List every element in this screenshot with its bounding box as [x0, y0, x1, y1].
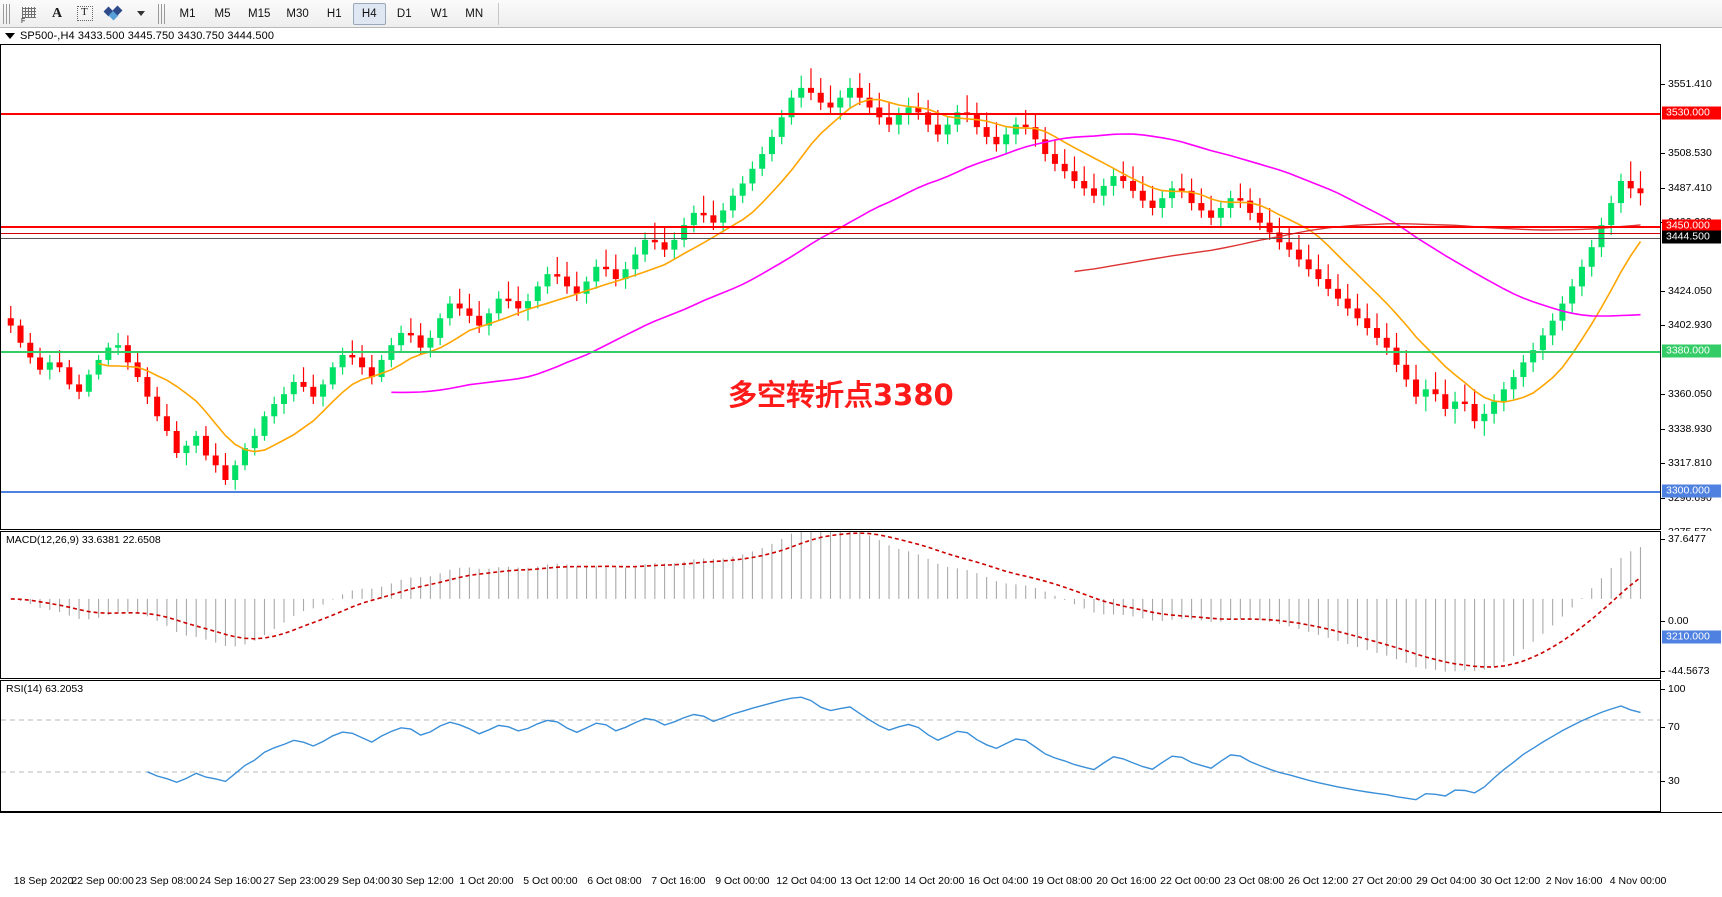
macd-indicator-pane[interactable]: MACD(12,26,9) 33.6381 22.6508	[0, 531, 1661, 679]
rsi-tick: 100	[1661, 683, 1686, 695]
level-line-3450-000[interactable]	[1, 226, 1660, 228]
macd-plot-layer	[10, 532, 1642, 672]
rsi-label: RSI(14) 63.2053	[6, 683, 84, 695]
collapse-caret-icon[interactable]	[5, 33, 15, 39]
toolbar-grip[interactable]	[3, 3, 12, 24]
timeframe-group-grip[interactable]	[158, 3, 167, 24]
moving-average-line	[98, 98, 1642, 453]
price-level-tag[interactable]: 3444.500	[1662, 230, 1721, 244]
time-axis-label: 4 Nov 00:00	[1609, 875, 1667, 887]
price-tick: 3317.810	[1661, 457, 1712, 469]
macd-axis: 37.6477 0.00 -44.5673	[1661, 531, 1722, 679]
macd-signal-line	[10, 532, 1641, 668]
level-line-3380-000[interactable]	[1, 351, 1660, 353]
timeframe-h1[interactable]: H1	[326, 7, 342, 20]
time-axis-label: 22 Sep 00:00	[71, 875, 134, 887]
time-axis-label: 26 Oct 12:00	[1288, 875, 1349, 887]
moving-average-line	[1074, 222, 1641, 273]
price-chart-pane[interactable]: 多空转折点3380	[0, 44, 1661, 530]
rsi-axis: 100 70 30	[1661, 680, 1722, 812]
text-box-icon[interactable]	[72, 2, 98, 26]
timeframe-m15[interactable]: M15	[248, 7, 271, 20]
time-axis-label: 29 Sep 04:00	[327, 875, 390, 887]
chart-annotation-label: 多空转折点3380	[728, 378, 954, 412]
time-axis-label: 29 Oct 04:00	[1416, 875, 1477, 887]
price-tick: 3424.050	[1661, 285, 1712, 297]
moving-average-line	[391, 133, 1641, 394]
price-level-tag[interactable]: 3450.000	[1662, 219, 1721, 233]
time-axis-label: 23 Oct 08:00	[1224, 875, 1285, 887]
time-axis-label: 19 Oct 08:00	[1032, 875, 1093, 887]
macd-label: MACD(12,26,9) 33.6381 22.6508	[6, 534, 161, 546]
time-axis-label: 16 Oct 04:00	[968, 875, 1029, 887]
main-toolbar: A M1 M5 M15 M30 H1 H4 D1 W1 MN	[0, 0, 1722, 28]
timeframe-w1[interactable]: W1	[430, 7, 448, 20]
price-tick: 3402.930	[1661, 319, 1712, 331]
timeframe-group: M1 M5 M15 M30 H1 H4 D1 W1 MN	[170, 2, 492, 25]
time-axis-label: 18 Sep 2020	[13, 875, 74, 887]
time-axis-label: 7 Oct 16:00	[651, 875, 706, 887]
time-axis-label: 14 Oct 20:00	[904, 875, 965, 887]
price-level-tag[interactable]: 3380.000	[1662, 344, 1721, 358]
price-tick: 3508.530	[1661, 147, 1712, 159]
rsi-indicator-pane[interactable]: RSI(14) 63.2053	[0, 680, 1661, 812]
timeframe-d1[interactable]: D1	[396, 7, 412, 20]
timeframe-mn[interactable]: MN	[465, 7, 484, 20]
text-label-icon[interactable]: A	[51, 5, 63, 21]
time-axis-label: 24 Sep 16:00	[199, 875, 262, 887]
time-axis-label: 5 Oct 00:00	[523, 875, 578, 887]
macd-tick: -44.5673	[1661, 665, 1709, 677]
symbol-quote-bar: SP500-,H4 3433.500 3445.750 3430.750 344…	[0, 28, 1722, 44]
rsi-line	[147, 696, 1641, 801]
time-axis-label: 1 Oct 20:00	[459, 875, 514, 887]
price-tick: 3360.050	[1661, 388, 1712, 400]
crosshair-grid-icon[interactable]	[16, 2, 42, 26]
time-axis-label: 13 Oct 12:00	[840, 875, 901, 887]
timeframe-m30[interactable]: M30	[286, 7, 309, 20]
time-axis-label: 12 Oct 04:00	[776, 875, 837, 887]
time-axis-label: 27 Oct 20:00	[1352, 875, 1413, 887]
level-line-3530-000[interactable]	[1, 113, 1660, 115]
rsi-tick: 70	[1661, 721, 1680, 733]
price-tick: 3338.930	[1661, 423, 1712, 435]
time-axis-label: 22 Oct 00:00	[1160, 875, 1221, 887]
time-axis-label: 27 Sep 23:00	[263, 875, 326, 887]
price-level-tag[interactable]: 3210.000	[1662, 630, 1721, 644]
rsi-tick: 30	[1661, 775, 1680, 787]
timeframe-m1[interactable]: M1	[179, 7, 196, 20]
time-axis[interactable]: 18 Sep 2020 22 Sep 00:00 23 Sep 08:00 24 Se…	[0, 812, 1722, 897]
time-axis-label: 6 Oct 08:00	[587, 875, 642, 887]
price-level-tag[interactable]: 3530.000	[1662, 106, 1721, 120]
level-line-3300-000[interactable]	[1, 491, 1660, 493]
price-level-tag[interactable]: 3300.000	[1662, 484, 1721, 498]
time-axis-label: 9 Oct 00:00	[715, 875, 770, 887]
time-axis-label: 2 Nov 16:00	[1545, 875, 1603, 887]
secondary-level-line	[1, 233, 1660, 234]
price-tick: 3487.410	[1661, 182, 1712, 194]
price-axis[interactable]: 3551.4103508.5303487.4103466.2903424.050…	[1661, 44, 1722, 675]
macd-tick: 0.00	[1661, 615, 1688, 627]
time-axis-label: 23 Sep 08:00	[135, 875, 198, 887]
price-candles-layer	[7, 68, 1644, 490]
shapes-icon[interactable]	[100, 2, 126, 26]
timeframe-m5[interactable]: M5	[214, 7, 231, 20]
macd-tick: 37.6477	[1661, 533, 1706, 545]
symbol-ohlc-text: SP500-,H4 3433.500 3445.750 3430.750 344…	[20, 30, 275, 42]
shapes-dropdown-icon[interactable]	[128, 2, 154, 26]
time-axis-label: 30 Oct 12:00	[1480, 875, 1541, 887]
rsi-plot-layer	[1, 696, 1660, 801]
price-tick: 3551.410	[1661, 78, 1712, 90]
time-axis-label: 30 Sep 12:00	[391, 875, 454, 887]
time-axis-label: 20 Oct 16:00	[1096, 875, 1157, 887]
last-price-line	[1, 238, 1660, 239]
timeframe-h4[interactable]: H4	[352, 2, 386, 25]
